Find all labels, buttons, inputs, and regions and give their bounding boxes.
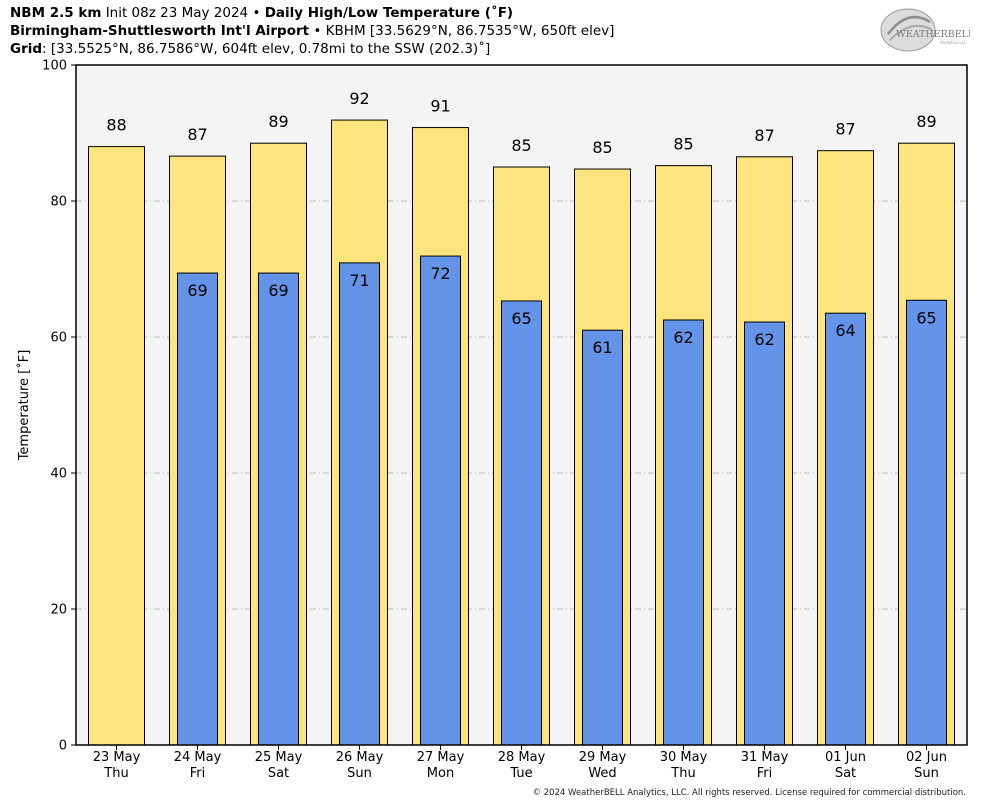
- x-tick-weekday: Fri: [757, 766, 773, 781]
- low-temp-label: 69: [268, 281, 288, 300]
- y-tick-label: 100: [42, 59, 67, 74]
- logo-text: WEATHERBELL: [896, 29, 970, 40]
- x-tick-date: 29 May: [579, 750, 627, 765]
- high-temp-label: 87: [187, 125, 207, 144]
- grid-info: : [33.5525°N, 86.7586°W, 604ft elev, 0.7…: [42, 41, 491, 57]
- low-temp-bar: [582, 329, 623, 746]
- plot-frame: [75, 64, 968, 746]
- header-line-1: NBM 2.5 km Init 08z 23 May 2024 • Daily …: [10, 5, 513, 22]
- low-temp-bar: [744, 321, 785, 746]
- x-tick-date: 27 May: [417, 750, 465, 765]
- x-tick-weekday: Sun: [347, 766, 372, 781]
- low-temp-label: 65: [916, 308, 936, 327]
- y-tick-label: 60: [50, 331, 67, 346]
- x-tick-weekday: Sat: [835, 766, 856, 781]
- low-temp-bar: [420, 255, 461, 746]
- separator: •: [252, 5, 261, 21]
- low-temp-bar: [339, 262, 380, 746]
- y-axis-label: Temperature [˚F]: [16, 350, 32, 462]
- x-tick-date: 02 Jun: [906, 750, 947, 765]
- grid-label: Grid: [10, 41, 43, 57]
- x-tick-date: 30 May: [660, 750, 708, 765]
- header-line-2: Birmingham-Shuttlesworth Int'l Airport •…: [10, 23, 614, 40]
- low-temp-label: 69: [187, 281, 207, 300]
- low-temp-label: 62: [754, 330, 774, 349]
- low-temp-bar: [258, 272, 299, 746]
- y-tick-label: 80: [50, 195, 67, 210]
- high-temp-label: 89: [268, 112, 288, 131]
- header-line-3: Grid: [33.5525°N, 86.7586°W, 604ft elev,…: [10, 41, 490, 58]
- low-temp-label: 64: [835, 321, 855, 340]
- separator: •: [313, 23, 322, 39]
- low-temp-label: 72: [430, 264, 450, 283]
- y-tick-label: 0: [59, 739, 67, 754]
- low-temp-label: 65: [511, 309, 531, 328]
- high-temp-label: 92: [349, 89, 369, 108]
- product-title: Daily High/Low Temperature (˚F): [264, 5, 514, 21]
- high-temp-label: 88: [106, 116, 126, 135]
- x-tick-date: 31 May: [741, 750, 789, 765]
- x-tick-weekday: Thu: [670, 766, 695, 781]
- x-tick-weekday: Sun: [914, 766, 939, 781]
- low-temp-bar: [501, 300, 542, 746]
- x-tick-weekday: Mon: [427, 766, 454, 781]
- x-tick-weekday: Fri: [190, 766, 206, 781]
- x-tick-date: 23 May: [93, 750, 141, 765]
- high-temp-label: 87: [835, 120, 855, 139]
- low-temp-bar: [906, 299, 947, 746]
- high-temp-bar: [88, 146, 145, 746]
- station-info: KBHM [33.5629°N, 86.7535°W, 650ft elev]: [325, 23, 615, 39]
- x-tick-weekday: Thu: [103, 766, 128, 781]
- high-temp-label: 89: [916, 112, 936, 131]
- x-tick-date: 01 Jun: [825, 750, 866, 765]
- x-tick-weekday: Wed: [588, 766, 616, 781]
- high-temp-label: 85: [511, 136, 531, 155]
- high-temp-label: 85: [592, 138, 612, 157]
- x-tick-weekday: Sat: [268, 766, 289, 781]
- low-temp-label: 62: [673, 328, 693, 347]
- copyright-notice: © 2024 WeatherBELL Analytics, LLC. All r…: [532, 788, 966, 798]
- high-temp-label: 87: [754, 126, 774, 145]
- low-temp-bar: [663, 319, 704, 746]
- x-tick-date: 28 May: [498, 750, 546, 765]
- model-name: NBM 2.5 km: [10, 5, 102, 21]
- logo-subtext: Analytics LLC: [940, 40, 967, 45]
- x-tick-date: 25 May: [255, 750, 303, 765]
- init-time: Init 08z 23 May 2024: [105, 5, 249, 21]
- x-tick-date: 24 May: [174, 750, 222, 765]
- y-tick-label: 20: [50, 603, 67, 618]
- high-temp-label: 91: [430, 97, 450, 116]
- station-name: Birmingham-Shuttlesworth Int'l Airport: [10, 23, 310, 39]
- low-temp-bar: [177, 272, 218, 746]
- low-temp-label: 71: [349, 271, 369, 290]
- y-tick-label: 40: [50, 467, 67, 482]
- low-temp-bar: [825, 312, 866, 746]
- low-temp-label: 61: [592, 338, 612, 357]
- weatherbell-logo: WEATHERBELL Analytics LLC: [880, 8, 970, 52]
- x-tick-weekday: Tue: [509, 766, 532, 781]
- high-temp-label: 85: [673, 135, 693, 154]
- x-tick-date: 26 May: [336, 750, 384, 765]
